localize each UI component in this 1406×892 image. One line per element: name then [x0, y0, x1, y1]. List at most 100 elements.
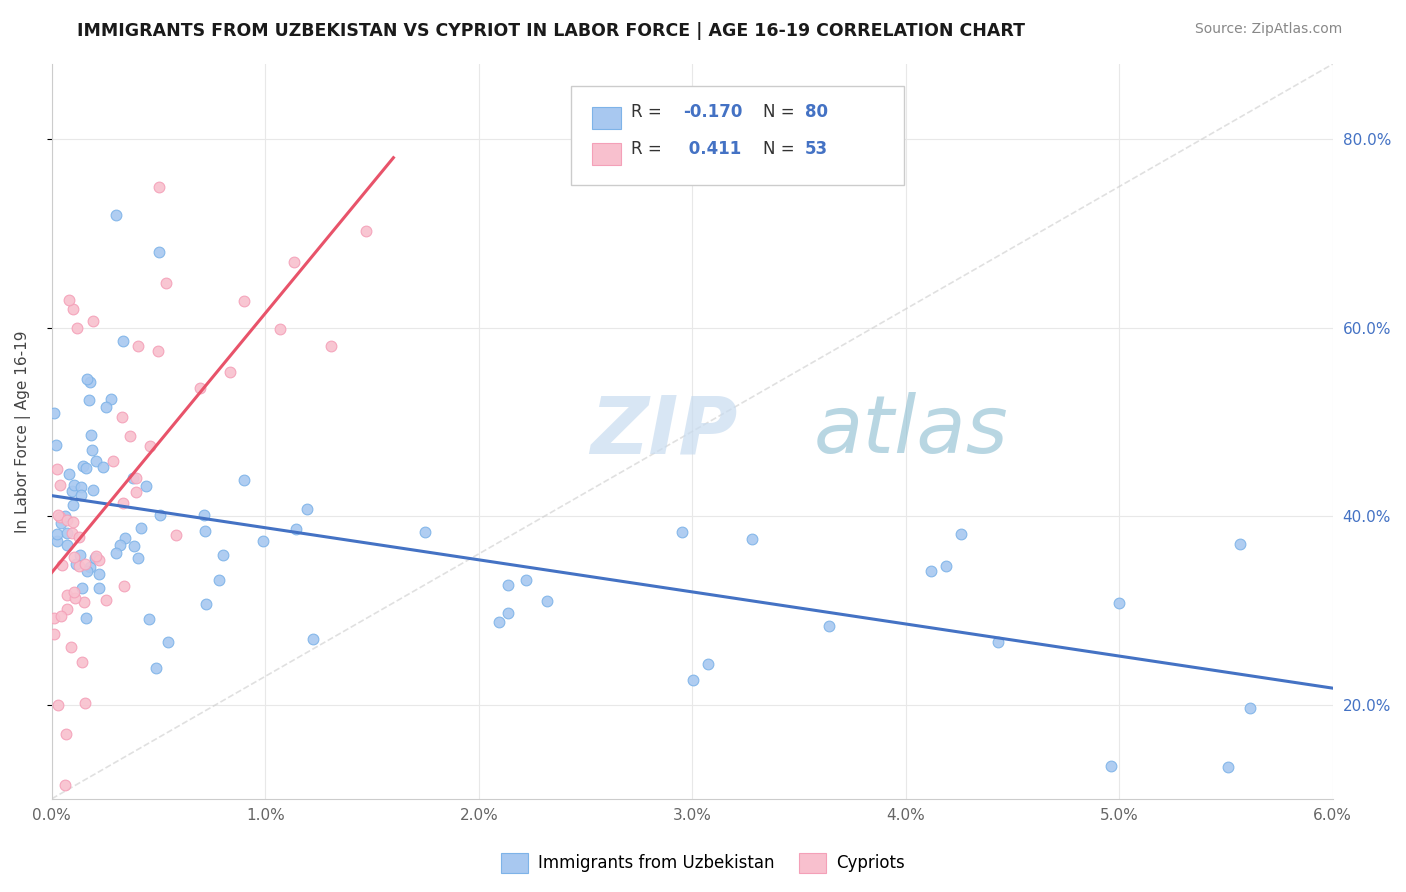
- Text: ZIP: ZIP: [591, 392, 737, 470]
- Point: [82, 314, 104, 328]
- Point: [190, 381, 212, 395]
- Point: [91, 459, 114, 474]
- Point: [60, 525, 83, 540]
- Point: [45, 526, 67, 541]
- Point: [515, 573, 537, 587]
- Point: [111, 410, 134, 425]
- Point: [76, 564, 98, 578]
- Point: [129, 521, 152, 535]
- Point: [232, 473, 254, 487]
- Point: [252, 533, 274, 548]
- Point: [84, 550, 107, 565]
- Point: [69, 549, 91, 563]
- Point: [295, 501, 318, 516]
- Point: [232, 294, 254, 309]
- Point: [148, 179, 170, 194]
- Point: [62, 516, 84, 530]
- Point: [697, 657, 720, 671]
- Point: [987, 635, 1010, 649]
- Point: [82, 443, 104, 458]
- Text: 80: 80: [806, 103, 828, 120]
- Point: [125, 485, 148, 500]
- Point: [53, 508, 76, 523]
- Point: [51, 558, 73, 572]
- Point: [45, 438, 67, 452]
- Point: [1229, 537, 1251, 551]
- Point: [120, 429, 142, 443]
- Point: [72, 655, 94, 669]
- Point: [75, 461, 97, 475]
- Point: [145, 661, 167, 675]
- Point: [60, 484, 83, 499]
- Point: [65, 557, 87, 571]
- Point: [212, 549, 235, 563]
- Point: [73, 696, 96, 710]
- Point: [302, 632, 325, 646]
- Point: [60, 640, 83, 654]
- Point: [488, 615, 510, 629]
- Point: [920, 564, 942, 578]
- Point: [77, 392, 100, 407]
- Point: [122, 539, 145, 553]
- Point: [73, 595, 96, 609]
- Point: [818, 619, 841, 633]
- Text: -0.170: -0.170: [683, 103, 742, 120]
- Point: [127, 551, 149, 566]
- Point: [127, 339, 149, 353]
- Point: [42, 405, 65, 419]
- FancyBboxPatch shape: [571, 87, 904, 186]
- Point: [149, 508, 172, 523]
- Point: [1099, 759, 1122, 773]
- Point: [55, 727, 77, 741]
- Point: [56, 526, 79, 541]
- Point: [66, 320, 89, 334]
- Point: [219, 366, 242, 380]
- Point: [45, 533, 67, 548]
- Point: [135, 478, 157, 492]
- Point: [48, 508, 70, 522]
- FancyBboxPatch shape: [592, 144, 620, 165]
- Point: [70, 581, 93, 595]
- Point: [46, 698, 69, 712]
- Point: [105, 546, 128, 560]
- Point: [84, 549, 107, 563]
- Point: [104, 208, 127, 222]
- Point: [139, 439, 162, 453]
- Point: [62, 478, 84, 492]
- Point: [165, 528, 187, 542]
- Point: [1239, 701, 1261, 715]
- Point: [148, 245, 170, 260]
- Point: [70, 488, 93, 502]
- Point: [125, 471, 148, 485]
- Point: [89, 567, 111, 582]
- Point: [67, 559, 90, 574]
- Text: N =: N =: [763, 103, 800, 120]
- Text: N =: N =: [763, 139, 800, 158]
- Point: [70, 480, 93, 494]
- Text: atlas: atlas: [814, 392, 1008, 470]
- Point: [413, 525, 436, 540]
- Point: [671, 525, 693, 540]
- Text: Source: ZipAtlas.com: Source: ZipAtlas.com: [1195, 22, 1343, 37]
- Point: [112, 496, 135, 510]
- Point: [67, 530, 90, 544]
- Point: [1108, 596, 1130, 610]
- Point: [63, 585, 86, 599]
- Point: [285, 522, 308, 536]
- Point: [194, 524, 217, 538]
- Point: [122, 471, 145, 485]
- Point: [269, 321, 291, 335]
- Point: [950, 527, 973, 541]
- Point: [101, 454, 124, 468]
- Point: [496, 607, 519, 621]
- Point: [87, 553, 110, 567]
- Point: [84, 454, 107, 468]
- Point: [49, 478, 72, 492]
- Point: [56, 588, 79, 602]
- Text: R =: R =: [631, 139, 666, 158]
- Point: [62, 301, 84, 316]
- Point: [45, 462, 67, 476]
- Point: [58, 293, 80, 307]
- Point: [49, 516, 72, 530]
- Point: [80, 428, 103, 442]
